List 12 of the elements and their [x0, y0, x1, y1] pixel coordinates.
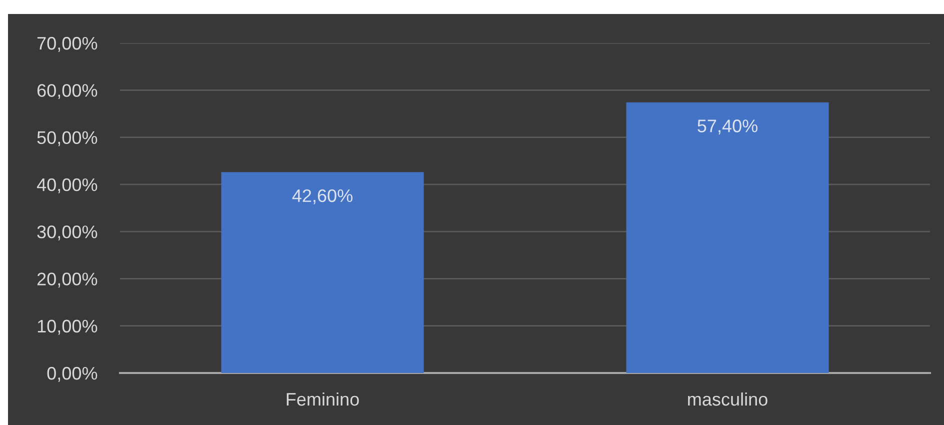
y-tick-label: 60,00% [37, 84, 98, 99]
data-label: 57,40% [698, 120, 758, 134]
y-tick-label: 20,00% [37, 272, 98, 288]
y-tick-label: 40,00% [36, 178, 98, 194]
y-tick-label: 50,00% [37, 131, 98, 146]
y-tick-label: 70,00% [37, 36, 98, 52]
y-tick-label: 10,00% [38, 320, 98, 335]
y-tick-label: 0,00% [47, 366, 98, 382]
x-tick-label: masculino [688, 392, 768, 406]
x-tick-label: Feminino [286, 392, 359, 406]
y-tick-label: 30,00% [37, 226, 98, 240]
data-label: 42,60% [292, 189, 352, 204]
